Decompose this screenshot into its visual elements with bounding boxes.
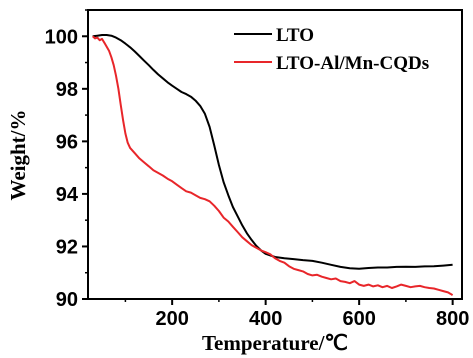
x-axis-ticks: 200 400 600 800 <box>124 299 469 330</box>
legend-label-lto-al-mn-cqds: LTO-Al/Mn-CQDs <box>276 53 429 74</box>
plot-lines <box>92 34 454 296</box>
y-axis-ticks: 90 92 94 96 98 100 <box>45 9 88 311</box>
series-line-lto-al-mn-cqds <box>92 35 454 296</box>
y-tick-label: 96 <box>56 131 78 153</box>
x-axis-title: Temperature/℃ <box>202 331 348 355</box>
series-line-lto <box>92 34 453 270</box>
legend-label-lto: LTO <box>276 25 314 46</box>
legend: LTO LTO-Al/Mn-CQDs <box>234 25 429 74</box>
x-tick-label: 800 <box>436 308 469 330</box>
x-tick-label: 200 <box>155 308 188 330</box>
x-tick-label: 600 <box>342 308 375 330</box>
y-axis-title: Weight/% <box>6 109 30 200</box>
plot-frame <box>87 9 463 300</box>
y-tick-label: 94 <box>56 184 79 206</box>
y-tick-label: 100 <box>45 26 78 48</box>
y-tick-label: 90 <box>56 289 78 311</box>
y-tick-label: 98 <box>56 79 78 101</box>
x-tick-label: 400 <box>249 308 282 330</box>
y-tick-label: 92 <box>56 236 78 258</box>
